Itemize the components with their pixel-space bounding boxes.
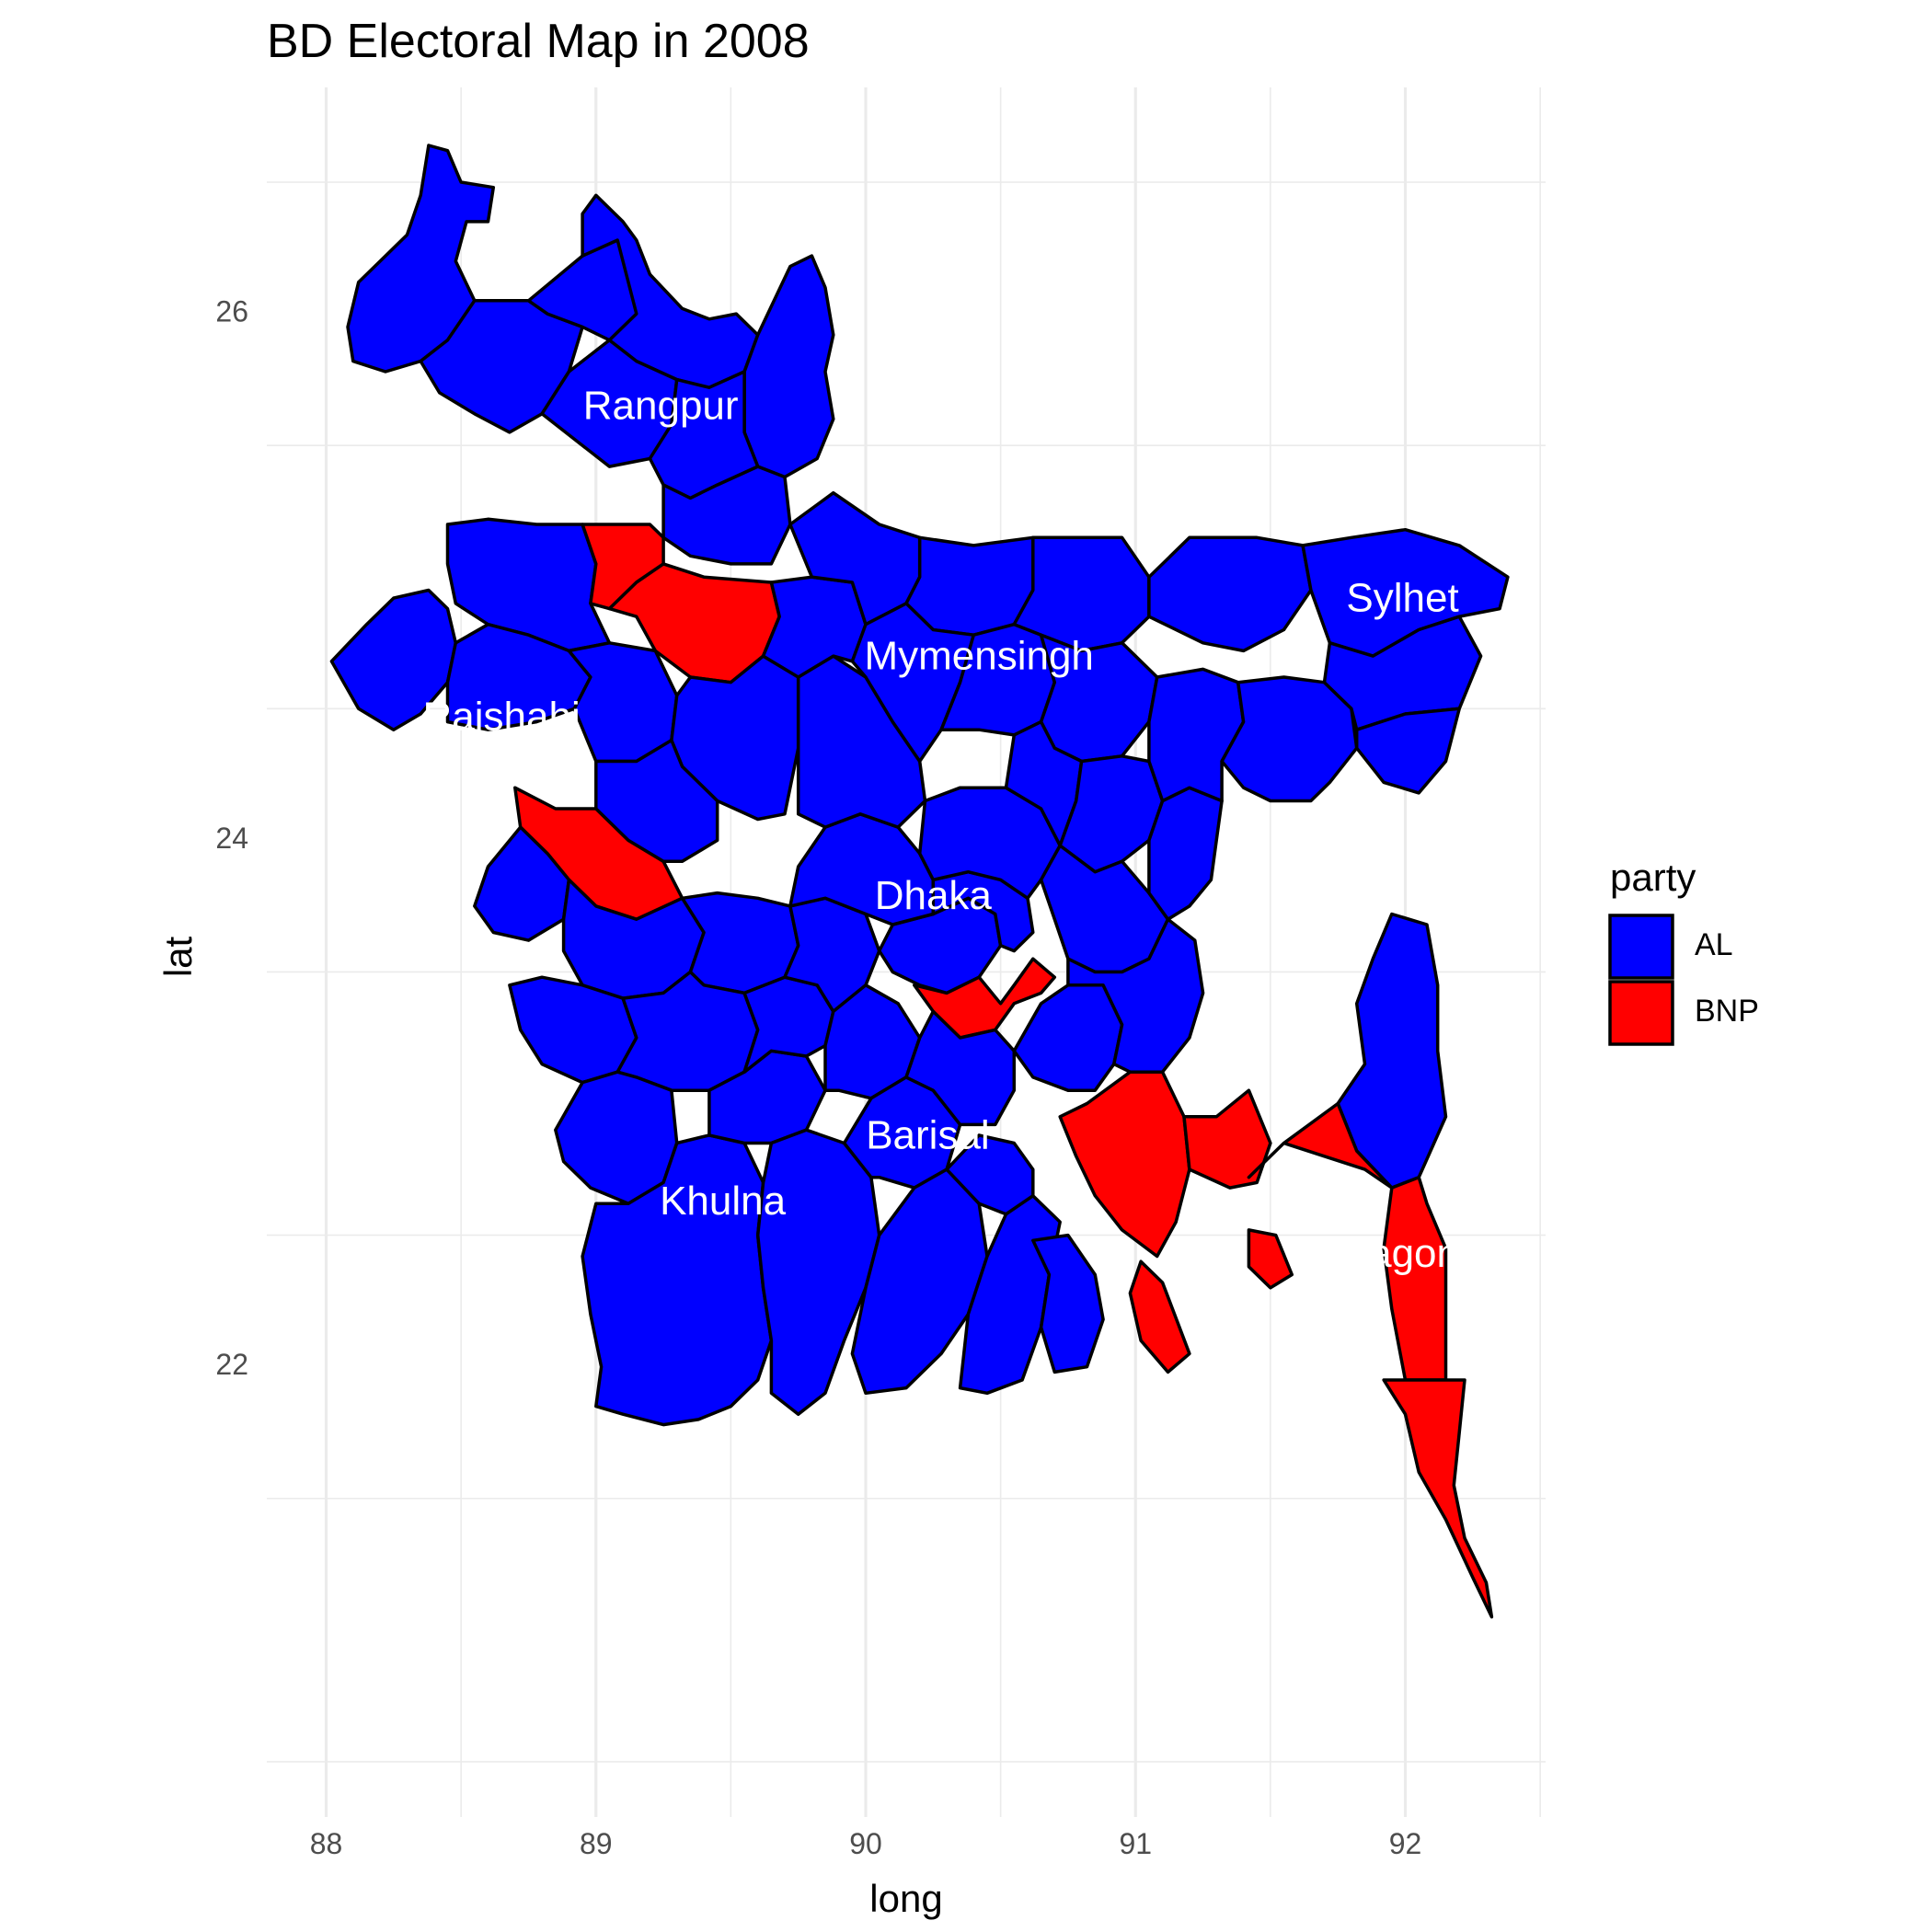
legend-keys: AL BNP	[1608, 914, 1759, 1046]
x-tick-label: 91	[1119, 1827, 1152, 1860]
district-al-52	[1066, 917, 1205, 1074]
x-axis-ticks: 88 89 90 91 92	[310, 1827, 1422, 1860]
legend-swatch-al	[1608, 914, 1674, 980]
district-bnp-61	[1058, 1070, 1191, 1259]
district-al-54	[1147, 667, 1246, 803]
district-al-32	[945, 1133, 1035, 1216]
district-al-59	[1354, 707, 1461, 795]
district-al-57	[1301, 527, 1510, 658]
legend-swatch-bnp	[1608, 980, 1674, 1046]
district-bnp-63	[1247, 1101, 1448, 1382]
legend-label-al: AL	[1695, 927, 1733, 962]
legend-title: party	[1610, 856, 1696, 899]
district-bnp-62	[1182, 1088, 1272, 1190]
division-label-sylhet: Sylhet	[1346, 576, 1458, 621]
y-tick-label: 26	[215, 295, 248, 328]
division-label-chittagong: Chittagong	[1286, 1231, 1482, 1276]
district-al-53	[1147, 786, 1224, 921]
x-tick-label: 89	[580, 1827, 613, 1860]
x-axis-title: long	[869, 1877, 942, 1920]
x-tick-label: 92	[1389, 1827, 1422, 1860]
district-polygons	[329, 144, 1510, 1619]
x-tick-label: 88	[310, 1827, 343, 1860]
district-al-37	[1012, 983, 1124, 1092]
division-label-dhaka: Dhaka	[875, 873, 993, 918]
division-label-rajshahi: Rajshahi	[423, 694, 581, 739]
district-al-13	[567, 641, 679, 764]
district-al-30	[850, 1167, 989, 1396]
y-axis-title: lat	[156, 936, 200, 977]
district-al-41	[917, 786, 1062, 901]
district-al-33	[1031, 1233, 1105, 1374]
y-tick-label: 24	[215, 822, 248, 855]
district-bnp-66	[1247, 1228, 1294, 1290]
division-label-rangpur: Rangpur	[583, 384, 739, 429]
x-tick-label: 90	[849, 1827, 882, 1860]
district-bnp-64	[1382, 1378, 1494, 1619]
district-al-29	[842, 1075, 962, 1190]
y-tick-label: 22	[215, 1348, 248, 1381]
legend: party AL BNP	[1608, 856, 1759, 1046]
y-axis-ticks: 22 24 26	[215, 295, 248, 1382]
district-bnp-65	[1128, 1259, 1191, 1374]
division-labels: Rangpur Sylhet Mymensingh Rajshahi Dhaka Bari…	[423, 384, 1482, 1276]
division-label-khulna: Khulna	[660, 1179, 787, 1224]
chart-title: BD Electoral Map in 2008	[267, 15, 810, 68]
legend-label-bnp: BNP	[1695, 994, 1759, 1029]
district-al-36	[904, 1009, 1017, 1127]
district-al-42	[761, 575, 868, 679]
district-al-4	[742, 254, 835, 479]
district-al-55	[1147, 535, 1313, 653]
district-al-8	[445, 517, 612, 653]
district-al-16	[594, 738, 719, 864]
district-al-56	[1220, 675, 1359, 803]
district-al-25	[755, 1128, 881, 1416]
division-label-mymensingh: Mymensingh	[864, 634, 1093, 679]
division-label-barisal: Barisal	[866, 1112, 990, 1157]
